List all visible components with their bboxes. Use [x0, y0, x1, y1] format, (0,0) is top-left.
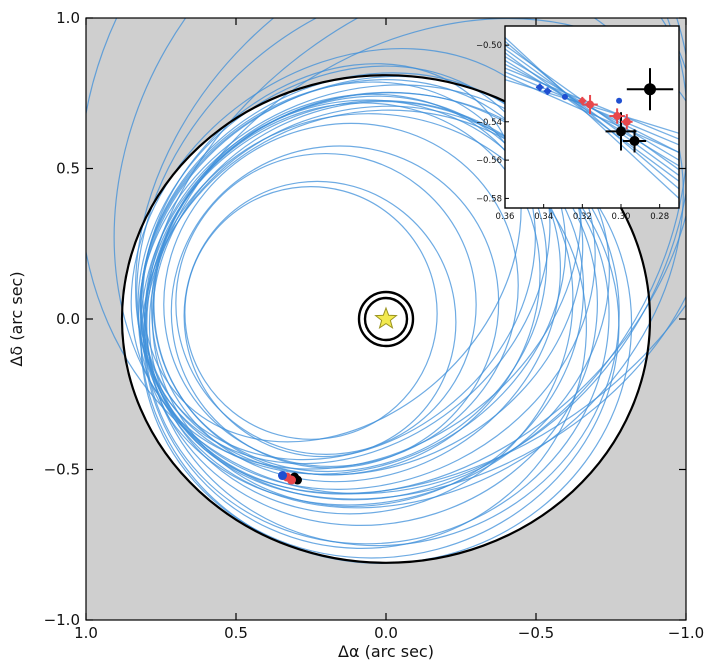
- y-tick-label: 0.5: [56, 160, 80, 178]
- inset-data-point: [579, 97, 586, 104]
- inset-x-tick-label: 0.30: [612, 212, 631, 222]
- orbit-curve: [145, 18, 686, 494]
- orbit-curve: [175, 152, 477, 455]
- y-tick-label: −0.5: [44, 461, 80, 479]
- inset-y-tick-label: −0.58: [476, 194, 502, 204]
- inset-data-points: [535, 68, 674, 153]
- inset-orbit-line: [505, 52, 679, 182]
- inset-orbit-line: [505, 37, 679, 199]
- x-tick-label: 0.5: [224, 624, 248, 642]
- inset-x-tick-label: 0.32: [573, 212, 592, 222]
- inset-data-point: [536, 84, 543, 91]
- inset-data-point: [561, 93, 568, 100]
- inset-x-tick-label: 0.36: [496, 212, 515, 222]
- inset-orbit-band: [505, 37, 679, 199]
- orbit-curve: [86, 18, 686, 495]
- orbit-curve: [183, 180, 457, 458]
- inner-ring: [357, 290, 415, 348]
- x-tick-label: 0.0: [374, 624, 398, 642]
- inset-data-point: [586, 100, 595, 109]
- x-axis-label: Δα (arc sec): [338, 642, 434, 661]
- orbit-curve: [144, 105, 610, 545]
- inset-orbit-line: [505, 71, 679, 146]
- data-point: [278, 471, 287, 481]
- inset-data-point: [544, 88, 551, 95]
- inset-x-tick-label: 0.28: [650, 212, 669, 222]
- star-icon: [374, 306, 398, 330]
- inset-data-point: [629, 135, 640, 146]
- inset-y-tick-label: −0.54: [476, 118, 502, 128]
- main-data-points: [278, 471, 302, 485]
- orbit-curves: [86, 18, 686, 564]
- y-tick-label: 0.0: [56, 310, 80, 328]
- y-axis-label: Δδ (arc sec): [7, 271, 26, 366]
- inset-y-tick-label: −0.50: [476, 41, 502, 51]
- y-tick-label: 1.0: [56, 9, 80, 27]
- inset-axes-frame: [504, 25, 680, 209]
- outer-boundary-circle: [120, 74, 652, 564]
- orbit-curve: [170, 145, 500, 469]
- main-ticks: 1.0 0.5 0.0 −0.5 −1.0 −1.0 −0.5 0.0 0.5 1.0: [44, 9, 705, 642]
- inset-data-point: [622, 117, 631, 126]
- inset-data-point: [613, 112, 622, 121]
- y-tick-label: −1.0: [44, 611, 80, 629]
- inset-y-tick-label: −0.56: [476, 156, 502, 166]
- inset-data-point: [644, 83, 656, 96]
- inset-data-point: [616, 97, 623, 104]
- inset-orbit-line: [505, 48, 679, 176]
- orbit-curve: [140, 81, 536, 461]
- inner-ring: [363, 296, 409, 342]
- orbit-curve: [184, 186, 438, 440]
- orbit-curve: [143, 113, 587, 549]
- inset-data-point: [616, 126, 626, 137]
- x-tick-label: −1.0: [668, 624, 704, 642]
- inset-x-tick-label: 0.34: [534, 212, 553, 222]
- inner-rings: [357, 290, 415, 348]
- inset-ticks: 0.36 0.34 0.32 0.30 0.28 −0.50 −0.54 −0.56 −0.58: [476, 41, 669, 222]
- x-tick-label: −0.5: [518, 624, 554, 642]
- x-tick-label: 1.0: [74, 624, 98, 642]
